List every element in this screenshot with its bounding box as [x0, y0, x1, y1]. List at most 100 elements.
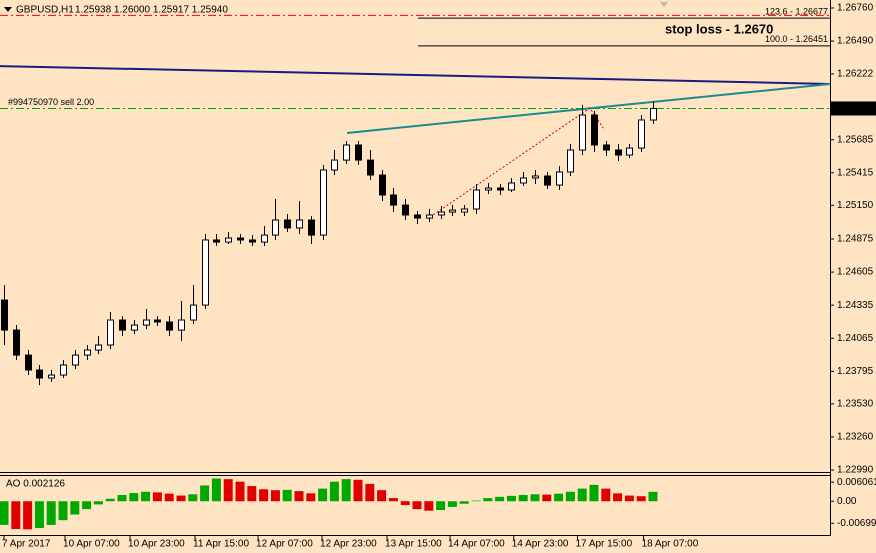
candle-body: [603, 144, 610, 151]
ao-y-tick-label: -0.006996: [837, 518, 876, 529]
ao-bar: [247, 486, 257, 502]
ao-bar: [270, 490, 280, 502]
candle-body: [591, 114, 598, 146]
candle-body: [48, 374, 55, 379]
candle-body: [579, 114, 586, 151]
ao-bar: [341, 479, 351, 502]
ao-bar: [129, 493, 139, 502]
ao-bar: [46, 501, 56, 525]
ao-bar: [235, 481, 245, 502]
y-tick-label: 1.24875: [837, 234, 874, 245]
ao-bar: [23, 501, 33, 530]
candle-body: [650, 107, 657, 121]
ao-bar: [282, 489, 292, 502]
candle-body: [343, 144, 350, 161]
ao-bar: [589, 484, 599, 502]
ao-bar: [388, 498, 398, 502]
current-price-box: [831, 101, 876, 116]
candle-body: [520, 177, 527, 184]
candle-body: [390, 194, 397, 206]
ao-bar: [34, 501, 44, 529]
zigzag-line: [429, 107, 606, 218]
ao-bar: [329, 481, 339, 502]
ao-bar: [565, 491, 575, 502]
ao-bar: [648, 491, 658, 502]
symbol: GBPUSD,H1: [16, 5, 74, 16]
candle-body: [426, 214, 433, 219]
y-tick-label: 1.24605: [837, 267, 874, 278]
ao-bar: [188, 494, 198, 502]
candle-body: [402, 204, 409, 216]
x-tick-label: 11 Apr 15:00: [193, 539, 249, 550]
y-tick-label: 1.26760: [837, 3, 874, 14]
ao-bar: [318, 488, 328, 502]
ao-bar: [11, 501, 21, 530]
ao-bar: [141, 491, 151, 502]
x-tick-label: 12 Apr 07:00: [256, 539, 313, 550]
ao-y-tick-label: 0.006061: [837, 477, 876, 488]
ao-bar: [483, 498, 493, 502]
candle-body: [60, 364, 67, 376]
ao-bar: [377, 490, 387, 502]
order-label: #994750970 sell 2.00: [8, 97, 94, 107]
candle-body: [320, 169, 327, 236]
ao-bar: [117, 494, 127, 502]
ao-bar: [200, 485, 210, 502]
ao-bar: [93, 501, 103, 505]
candle-body: [25, 354, 32, 371]
candle-body: [284, 219, 291, 229]
fib-label: 100.0 - 1.26451: [765, 34, 828, 44]
ao-bar: [152, 492, 162, 502]
current-price-label: 1.25940: [837, 103, 874, 114]
collapse-icon[interactable]: [4, 7, 12, 12]
ao-bar: [365, 483, 375, 502]
ao-bar: [459, 501, 469, 504]
ao-bar: [424, 501, 434, 511]
y-tick-label: 1.25150: [837, 200, 874, 211]
ao-bar: [82, 501, 92, 510]
x-tick-label: 7 Apr 2017: [2, 539, 51, 550]
candle-body: [190, 304, 197, 321]
candle-body: [615, 149, 622, 156]
ao-bar: [542, 494, 552, 502]
ao-bar: [223, 479, 233, 502]
ohlc-header: 1.25938 1.26000 1.25917 1.25940: [75, 5, 228, 16]
candle-body: [638, 119, 645, 149]
ao-bar: [530, 494, 540, 502]
ao-bar: [471, 500, 481, 502]
ao-bar: [613, 493, 623, 502]
ao-bar: [506, 495, 516, 502]
x-tick-label: 17 Apr 15:00: [575, 539, 632, 550]
candle-body: [461, 208, 468, 213]
x-tick-label: 10 Apr 07:00: [63, 539, 120, 550]
y-tick-label: 1.26222: [837, 69, 874, 80]
ao-bar: [105, 498, 115, 502]
candle-body: [367, 159, 374, 176]
candle-body: [626, 147, 633, 156]
y-tick-label: 1.25415: [837, 167, 874, 178]
candle-body: [567, 149, 574, 173]
candle-body: [178, 319, 185, 331]
ao-label: AO 0.002126: [6, 479, 65, 490]
ao-bar: [636, 496, 646, 502]
candle-body: [473, 189, 480, 210]
candle-body: [225, 237, 232, 243]
candle-body: [1, 299, 8, 331]
ao-bar: [353, 479, 363, 502]
candle-body: [95, 344, 102, 351]
candle-body: [143, 319, 150, 326]
ao-bar: [495, 496, 505, 502]
candle-body: [13, 329, 20, 356]
y-tick-label: 1.22990: [837, 465, 874, 476]
candle-body: [237, 237, 244, 241]
candle-body: [36, 369, 43, 379]
candle-body: [544, 175, 551, 186]
x-tick-label: 14 Apr 23:00: [512, 539, 569, 550]
candle-body: [497, 187, 504, 191]
candle-body: [249, 239, 256, 243]
candle-body: [355, 144, 362, 161]
ao-bar: [400, 501, 410, 506]
candle-body: [296, 219, 303, 229]
x-tick-label: 13 Apr 15:00: [385, 539, 442, 550]
ao-bar: [294, 491, 304, 502]
